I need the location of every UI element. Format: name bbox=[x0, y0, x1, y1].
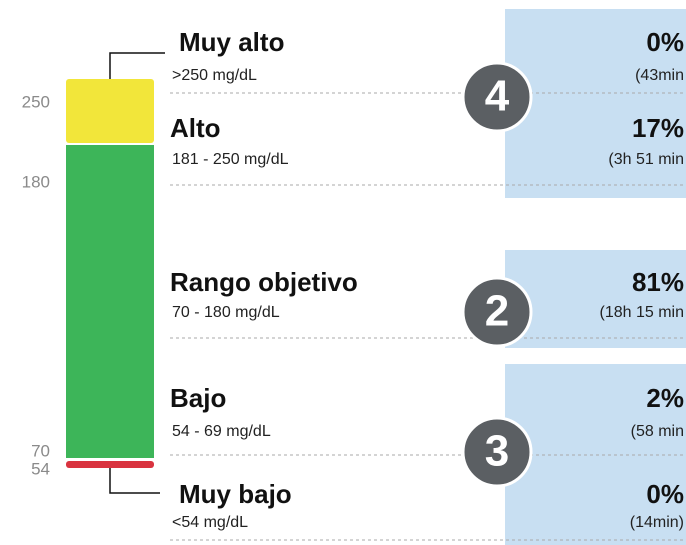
box bbox=[505, 9, 686, 198]
time: (14min) bbox=[630, 514, 684, 531]
range-limits: 54 - 69 mg/dL bbox=[172, 423, 271, 440]
axis-label: 54 bbox=[31, 459, 50, 478]
percent: 81% bbox=[632, 267, 684, 297]
badge bbox=[461, 416, 533, 488]
percent: 17% bbox=[632, 113, 684, 143]
range-limits: <54 mg/dL bbox=[172, 514, 248, 531]
badge-number: 2 bbox=[485, 287, 509, 336]
time: (3h 51 min bbox=[608, 151, 684, 168]
connector bbox=[109, 52, 165, 79]
percent: 0% bbox=[646, 479, 684, 509]
time: (43min bbox=[635, 67, 684, 84]
bar-high bbox=[66, 79, 154, 143]
bar-target bbox=[66, 145, 154, 458]
range-name: Rango objetivo bbox=[170, 267, 358, 297]
box bbox=[505, 250, 686, 348]
range-name: Bajo bbox=[170, 383, 226, 413]
range-name: Muy bajo bbox=[179, 479, 292, 509]
badge bbox=[461, 61, 533, 133]
time: (58 min bbox=[631, 423, 684, 440]
axis-label: 250 bbox=[22, 92, 50, 111]
axis-label: 180 bbox=[22, 172, 50, 191]
badge bbox=[461, 276, 533, 348]
range-limits: 181 - 250 mg/dL bbox=[172, 151, 289, 168]
range-limits: >250 mg/dL bbox=[172, 67, 257, 84]
range-limits: 70 - 180 mg/dL bbox=[172, 304, 280, 321]
range-name: Muy alto bbox=[179, 27, 284, 57]
percent: 2% bbox=[646, 383, 684, 413]
bar-very-low bbox=[66, 461, 154, 468]
range-name: Alto bbox=[170, 113, 221, 143]
box bbox=[505, 364, 686, 545]
connector bbox=[109, 468, 160, 494]
percent: 0% bbox=[646, 27, 684, 57]
axis-label: 70 bbox=[31, 441, 50, 460]
badge-number: 4 bbox=[485, 72, 510, 121]
badge-number: 3 bbox=[485, 427, 509, 476]
time: (18h 15 min bbox=[600, 304, 685, 321]
